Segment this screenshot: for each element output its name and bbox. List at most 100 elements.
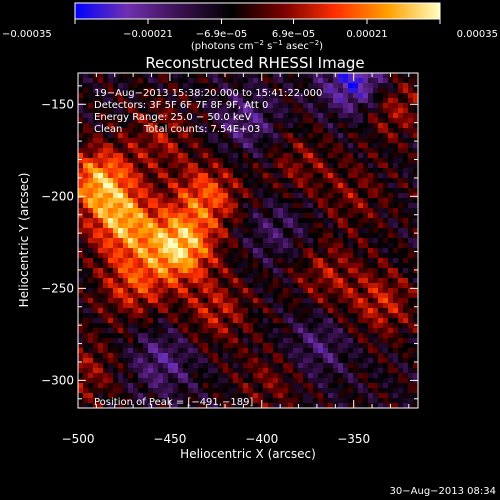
heatmap-cell [243, 163, 249, 169]
heatmap-cell [333, 128, 339, 134]
heatmap-cell [228, 228, 234, 234]
heatmap-cell [408, 118, 414, 124]
heatmap-cell [183, 183, 189, 189]
heatmap-cell [328, 143, 334, 149]
heatmap-cell [143, 318, 149, 324]
heatmap-cell [193, 323, 199, 329]
heatmap-cell [103, 358, 109, 364]
heatmap-cell [238, 123, 244, 129]
heatmap-cell [348, 128, 354, 134]
heatmap-cell [83, 303, 89, 309]
heatmap-cell [268, 183, 274, 189]
heatmap-cell [293, 233, 299, 239]
heatmap-cell [183, 238, 189, 244]
heatmap-cell [323, 273, 329, 279]
heatmap-cell [248, 368, 254, 374]
heatmap-cell [168, 148, 174, 154]
heatmap-cell [133, 343, 139, 349]
heatmap-cell [348, 103, 354, 109]
heatmap-cell [203, 348, 209, 354]
heatmap-cell [178, 278, 184, 284]
heatmap-cell [223, 328, 229, 334]
heatmap-cell [408, 268, 414, 274]
heatmap-cell [408, 308, 414, 314]
heatmap-cell [213, 83, 219, 89]
heatmap-cell [368, 338, 374, 344]
heatmap-cell [238, 108, 244, 114]
heatmap-cell [178, 153, 184, 159]
heatmap-cell [118, 248, 124, 254]
heatmap-cell [328, 198, 334, 204]
heatmap-cell [208, 83, 214, 89]
heatmap-cell [288, 203, 294, 209]
heatmap-cell [113, 148, 119, 154]
heatmap-cell [168, 383, 174, 389]
heatmap-cell [183, 98, 189, 104]
colorbar-tick-label: 6.9e−05 [272, 29, 315, 40]
heatmap-cell [158, 358, 164, 364]
heatmap-cell [148, 393, 154, 399]
heatmap-cell [298, 283, 304, 289]
heatmap-cell [368, 173, 374, 179]
heatmap-cell [123, 248, 129, 254]
heatmap-cell [378, 188, 384, 194]
heatmap-cell [273, 103, 279, 109]
heatmap-cell [278, 183, 284, 189]
heatmap-cell [128, 273, 134, 279]
heatmap-cell [408, 188, 414, 194]
heatmap-cell [123, 78, 129, 84]
heatmap-cell [178, 193, 184, 199]
heatmap-cell [193, 238, 199, 244]
heatmap-cell [323, 168, 329, 174]
heatmap-cell [278, 343, 284, 349]
heatmap-cell [213, 113, 219, 119]
heatmap-cell [273, 248, 279, 254]
heatmap-cell [403, 253, 409, 259]
heatmap-cell [188, 258, 194, 264]
heatmap-cell [208, 73, 214, 79]
heatmap-cell [278, 288, 284, 294]
heatmap-cell [263, 78, 269, 84]
heatmap-cell [168, 338, 174, 344]
heatmap-cell [378, 233, 384, 239]
heatmap-cell [413, 163, 419, 169]
heatmap-cell [123, 173, 129, 179]
heatmap-cell [243, 128, 249, 134]
heatmap-cell [328, 343, 334, 349]
heatmap-cell [388, 203, 394, 209]
heatmap-cell [143, 188, 149, 194]
heatmap-cell [353, 293, 359, 299]
heatmap-cell [358, 263, 364, 269]
heatmap-cell [338, 108, 344, 114]
heatmap-cell [113, 303, 119, 309]
heatmap-cell [193, 218, 199, 224]
heatmap-cell [363, 228, 369, 234]
heatmap-cell [93, 328, 99, 334]
heatmap-cell [288, 393, 294, 399]
heatmap-cell [203, 183, 209, 189]
heatmap-cell [123, 243, 129, 249]
heatmap-cell [248, 228, 254, 234]
heatmap-cell [243, 108, 249, 114]
heatmap-cell [388, 278, 394, 284]
heatmap-cell [383, 198, 389, 204]
heatmap-cell [248, 338, 254, 344]
heatmap-cell [183, 363, 189, 369]
heatmap-cell [298, 238, 304, 244]
heatmap-cell [233, 308, 239, 314]
heatmap-cell [403, 73, 409, 79]
heatmap-cell [213, 208, 219, 214]
heatmap-cell [78, 263, 84, 269]
heatmap-cell [293, 183, 299, 189]
heatmap-cell [248, 178, 254, 184]
heatmap-cell [413, 373, 419, 379]
heatmap-cell [253, 333, 259, 339]
heatmap-cell [308, 168, 314, 174]
heatmap-cell [163, 128, 169, 134]
heatmap-cell [138, 93, 144, 99]
heatmap-cell [148, 73, 154, 79]
heatmap-cell [343, 138, 349, 144]
heatmap-cell [413, 213, 419, 219]
heatmap-cell [393, 198, 399, 204]
heatmap-cell [103, 338, 109, 344]
